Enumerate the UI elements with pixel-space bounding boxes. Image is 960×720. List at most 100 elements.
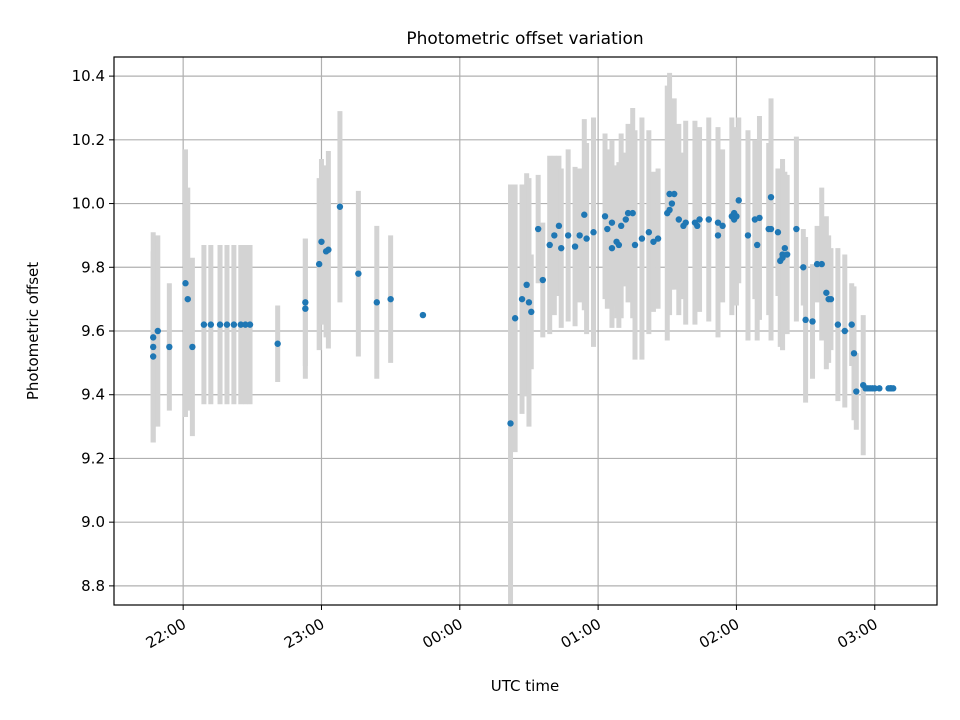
data-point xyxy=(666,206,673,214)
data-point xyxy=(714,219,722,226)
data-point xyxy=(631,241,639,249)
data-point xyxy=(645,229,653,236)
y-tick-label: 8.8 xyxy=(81,577,105,595)
data-point xyxy=(608,244,616,252)
data-point xyxy=(629,209,636,217)
data-point xyxy=(767,193,775,201)
y-tick-label: 10.4 xyxy=(72,67,105,85)
data-point xyxy=(604,225,611,233)
data-point xyxy=(583,235,590,242)
y-tick-label: 10.0 xyxy=(72,195,105,213)
data-point xyxy=(419,311,427,319)
data-point xyxy=(813,260,821,268)
data-point xyxy=(615,241,623,249)
data-point xyxy=(848,321,855,328)
data-point xyxy=(802,316,809,324)
data-point xyxy=(670,190,678,198)
data-point xyxy=(624,209,632,217)
data-point xyxy=(809,318,816,325)
data-point xyxy=(834,321,842,328)
data-point xyxy=(682,219,689,226)
data-point xyxy=(523,281,530,289)
data-point xyxy=(149,353,157,360)
data-point xyxy=(744,232,752,239)
data-point xyxy=(793,225,800,233)
data-point xyxy=(733,213,740,220)
data-point xyxy=(876,385,883,392)
data-point xyxy=(783,251,791,258)
data-point xyxy=(781,244,789,252)
data-point xyxy=(302,299,309,306)
y-tick-label: 9.8 xyxy=(81,258,105,276)
data-point xyxy=(237,321,244,328)
data-point xyxy=(302,305,309,312)
y-tick-label: 9.2 xyxy=(81,449,105,467)
data-point xyxy=(539,276,546,284)
data-point xyxy=(767,225,775,233)
data-point xyxy=(871,385,878,392)
data-point xyxy=(827,295,835,303)
y-axis-label: Photometric offset xyxy=(24,262,42,400)
data-point xyxy=(753,241,761,249)
data-point xyxy=(246,321,254,328)
data-point xyxy=(200,321,208,328)
data-point xyxy=(149,334,157,341)
data-point xyxy=(551,232,558,239)
y-tick-label: 9.6 xyxy=(81,322,105,340)
data-point xyxy=(735,197,742,204)
data-point xyxy=(154,327,162,335)
data-point xyxy=(696,216,703,223)
data-point xyxy=(207,321,215,328)
data-point xyxy=(546,241,553,249)
data-point xyxy=(622,216,629,223)
data-point xyxy=(511,315,519,322)
data-point xyxy=(534,225,542,233)
y-tick-label: 9.0 xyxy=(81,513,105,531)
data-point xyxy=(571,243,579,250)
data-point xyxy=(638,235,646,242)
data-point xyxy=(756,214,763,222)
data-point xyxy=(318,238,325,245)
data-point xyxy=(555,222,563,230)
data-point xyxy=(841,327,848,335)
data-point xyxy=(818,260,825,268)
data-point xyxy=(850,350,858,357)
data-point xyxy=(274,340,281,347)
data-point xyxy=(714,232,722,239)
y-tick-label: 9.4 xyxy=(81,386,105,404)
data-point xyxy=(558,244,565,252)
data-point xyxy=(325,246,332,253)
data-point xyxy=(373,299,381,306)
y-axis-ticks: 8.8 9.0 9.2 9.4 9.6 9.8 10.0 10.2 10.4 xyxy=(72,67,114,595)
data-point xyxy=(774,229,782,236)
data-point xyxy=(617,222,625,230)
data-point xyxy=(719,222,726,230)
data-point xyxy=(666,190,673,198)
data-point xyxy=(184,295,191,303)
data-point xyxy=(564,232,572,239)
data-point xyxy=(889,385,897,392)
data-point xyxy=(576,232,583,239)
data-point xyxy=(528,308,535,316)
data-point xyxy=(800,264,807,271)
chart-title: Photometric offset variation xyxy=(406,29,643,49)
data-point xyxy=(675,216,683,223)
data-point xyxy=(650,238,657,245)
data-point xyxy=(230,321,238,328)
data-point xyxy=(590,229,597,236)
data-point xyxy=(507,420,514,427)
data-point xyxy=(355,270,362,277)
data-point xyxy=(387,295,394,303)
data-point xyxy=(315,260,323,268)
data-point xyxy=(223,321,231,328)
data-point xyxy=(654,235,662,242)
data-point xyxy=(853,388,860,395)
data-point xyxy=(242,321,249,328)
data-point xyxy=(216,321,224,328)
data-point xyxy=(694,222,701,230)
y-tick-label: 10.2 xyxy=(72,131,105,149)
data-point xyxy=(823,289,830,296)
data-point xyxy=(149,343,157,351)
